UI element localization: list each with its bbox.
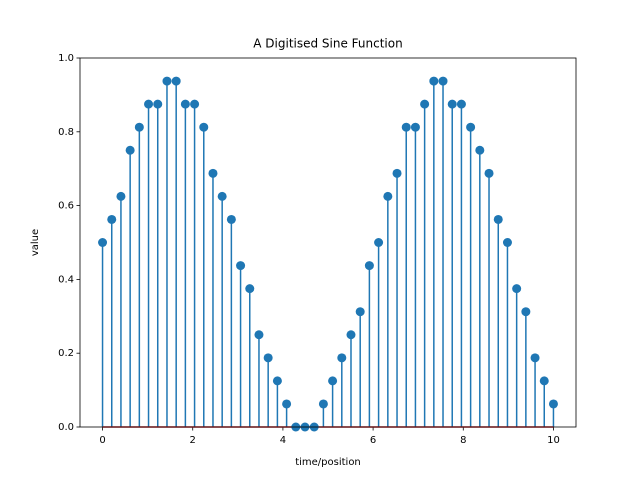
chart-title: A Digitised Sine Function (253, 37, 402, 51)
y-tick-label: 0.8 (58, 127, 74, 138)
marker (530, 353, 540, 363)
marker (374, 238, 384, 247)
marker (539, 376, 549, 386)
marker (429, 76, 439, 86)
marker (272, 376, 282, 386)
marker (456, 99, 466, 109)
y-tick-label: 0.4 (58, 274, 74, 285)
marker (199, 122, 209, 132)
marker (328, 376, 338, 386)
marker (392, 168, 402, 178)
marker (521, 307, 531, 317)
y-tick-label: 1.0 (58, 53, 74, 64)
marker (484, 168, 494, 178)
marker (364, 261, 374, 271)
marker (263, 353, 273, 363)
marker (236, 261, 246, 271)
marker (502, 238, 512, 247)
marker (420, 99, 430, 109)
x-tick-label: 8 (460, 435, 466, 446)
marker (171, 76, 181, 86)
marker (116, 191, 126, 201)
marker (245, 284, 255, 294)
marker (125, 145, 135, 155)
x-tick-label: 2 (190, 435, 196, 446)
marker (355, 307, 365, 317)
x-axis-label: time/position (295, 457, 361, 468)
marker (410, 122, 420, 132)
marker (254, 330, 264, 340)
marker (226, 214, 236, 224)
axes-frame (79, 57, 577, 428)
marker (493, 214, 503, 224)
marker (282, 399, 292, 409)
marker (107, 214, 117, 224)
marker (180, 99, 190, 109)
marker (217, 191, 227, 201)
marker (337, 353, 347, 363)
x-tick-label: 6 (370, 435, 376, 446)
marker (134, 122, 144, 132)
marker (438, 76, 448, 86)
marker (466, 122, 476, 132)
y-tick-label: 0.6 (58, 201, 74, 212)
marker (144, 99, 154, 109)
y-tick-label: 0.0 (58, 422, 74, 433)
marker (447, 99, 457, 109)
marker (383, 191, 393, 201)
marker (190, 99, 200, 109)
marker (475, 145, 485, 155)
marker (162, 76, 172, 86)
x-tick-label: 4 (280, 435, 286, 446)
y-axis-label: value (30, 229, 41, 256)
x-tick-label: 10 (547, 435, 560, 446)
marker (318, 399, 328, 409)
x-tick-label: 0 (99, 435, 105, 446)
marker (401, 122, 411, 132)
marker (98, 238, 108, 247)
y-tick-label: 0.2 (58, 348, 74, 359)
marker (548, 399, 558, 409)
marker (346, 330, 356, 340)
marker (512, 284, 522, 294)
marker (153, 99, 163, 109)
marker (208, 168, 218, 178)
